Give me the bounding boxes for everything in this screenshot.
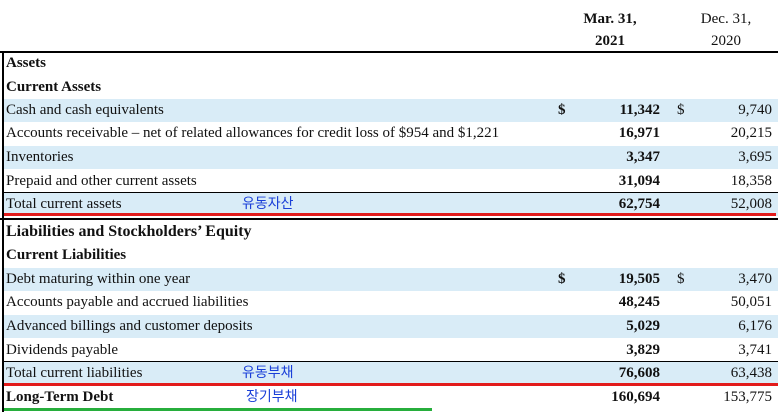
subsection-current-liabilities: Current Liabilities [6,247,127,263]
dollar-sign: $ [558,102,566,118]
dollar-sign: $ [558,271,566,287]
green-highlight-underline [4,408,432,411]
annotation-korean: 유동부채 [242,365,294,381]
subtotal-rule [4,192,778,193]
total-row-current-liabilities: Total current liabilities 유동부채 76,608 63… [4,362,778,385]
section-rule [0,218,778,220]
table-row: Inventories 3,347 3,695 [4,146,778,169]
table-row: Accounts payable and accrued liabilities… [6,294,772,310]
dollar-sign: $ [677,271,685,287]
table-row: Dividends payable 3,829 3,741 [4,339,778,362]
red-highlight-underline [4,383,778,386]
header-prior-period: Dec. 31, 2020 [700,11,752,49]
dollar-sign: $ [677,102,685,118]
long-term-debt-row: Long-Term Debt 장기부채 160,694 153,775 [4,386,778,409]
red-highlight-underline [4,213,776,216]
section-title-liabilities: Liabilities and Stockholders’ Equity [6,223,252,240]
left-rule [2,52,4,412]
table-row: Cash and cash equivalents $ 11,342 $ 9,7… [4,99,778,122]
annotation-korean: 장기부채 [246,389,298,405]
table-row: Debt maturing within one year $ 19,505 $… [4,268,778,291]
total-row-current-assets: Total current assets 유동자산 62,754 52,008 [4,193,778,216]
header-current-period: Mar. 31, 2021 [583,11,637,49]
subtotal-rule [4,361,778,362]
section-title-assets: Assets [6,55,46,71]
table-row: Accounts receivable – net of related all… [6,125,772,141]
table-row: Prepaid and other current assets 31,094 … [4,170,778,193]
annotation-korean: 유동자산 [242,196,294,212]
subsection-current-assets: Current Assets [6,79,102,95]
table-row: Advanced billings and customer deposits … [4,315,778,338]
header-rule [0,51,778,53]
